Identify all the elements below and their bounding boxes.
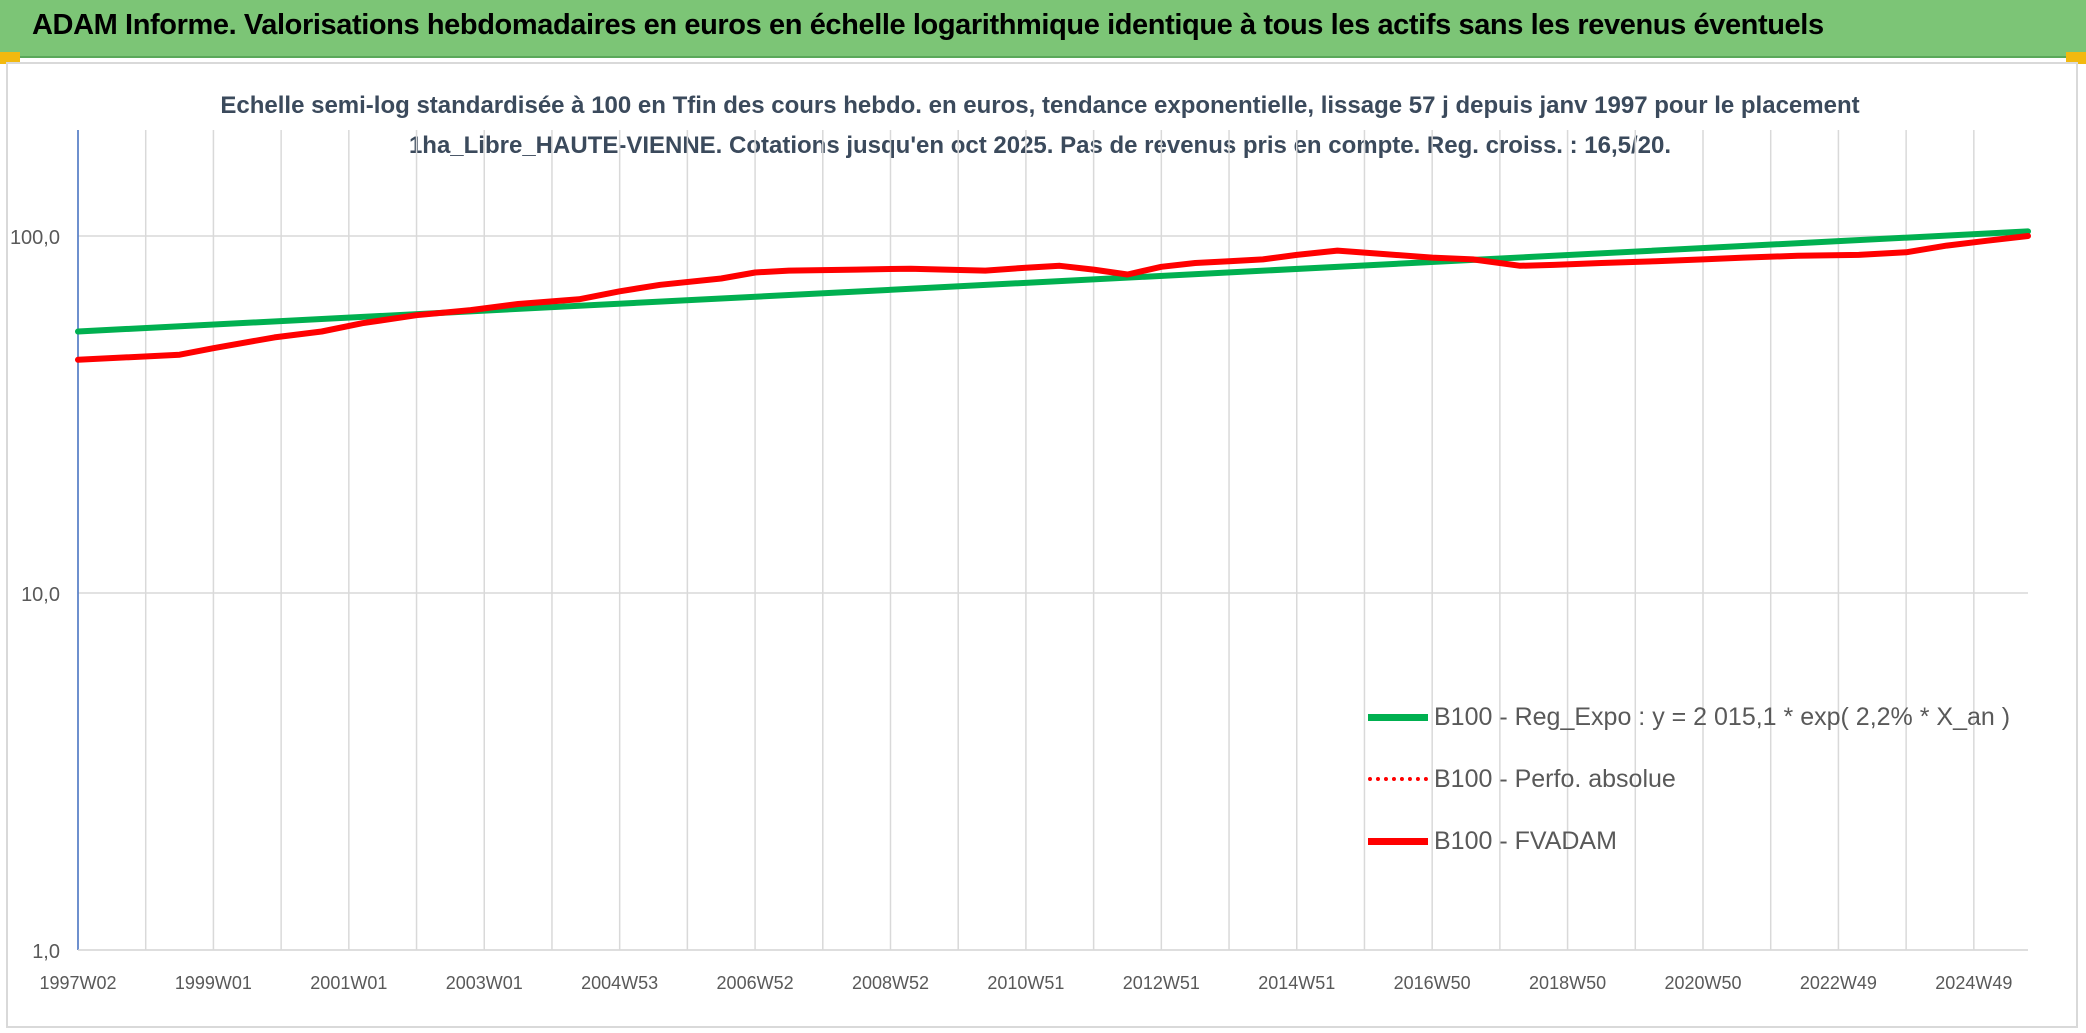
x-tick-label: 1997W02 (39, 973, 116, 993)
legend-swatch-fvadam (1368, 837, 1428, 845)
x-tick-label: 2003W01 (446, 973, 523, 993)
legend-swatch-regression (1368, 713, 1428, 721)
chart-frame (6, 62, 2078, 1028)
regression-line (75, 228, 2031, 335)
x-tick-label: 2018W50 (1529, 973, 1606, 993)
x-tick-label: 2014W51 (1258, 973, 1335, 993)
page-header: ADAM Informe. Valorisations hebdomadaire… (0, 0, 2086, 58)
legend-swatch-perfo-absolue (1368, 777, 1428, 781)
x-tick-label: 2016W50 (1394, 973, 1471, 993)
chart-legend: B100 - Reg_Expo : y = 2 015,1 * exp( 2,2… (1368, 686, 2010, 872)
y-tick-label: 100,0 (10, 227, 60, 249)
page-title: ADAM Informe. Valorisations hebdomadaire… (32, 9, 1824, 41)
x-tick-label: 2020W50 (1664, 973, 1741, 993)
x-tick-label: 2008W52 (852, 973, 929, 993)
x-tick-label: 2024W49 (1935, 973, 2012, 993)
x-tick-label: 2012W51 (1123, 973, 1200, 993)
legend-item-regression: B100 - Reg_Expo : y = 2 015,1 * exp( 2,2… (1368, 686, 2010, 748)
right-corner-marker (2066, 52, 2086, 64)
left-corner-marker (0, 52, 20, 64)
x-tick-label: 2004W53 (581, 973, 658, 993)
fvadam-line (75, 233, 2031, 363)
x-tick-label: 2010W51 (987, 973, 1064, 993)
legend-label-fvadam: B100 - FVADAM (1434, 826, 1617, 855)
x-tick-label: 2006W52 (717, 973, 794, 993)
x-tick-label: 2001W01 (310, 973, 387, 993)
legend-item-perfo-absolue: B100 - Perfo. absolue (1368, 748, 2010, 810)
legend-item-fvadam: B100 - FVADAM (1368, 810, 2010, 872)
legend-label-perfo-absolue: B100 - Perfo. absolue (1434, 764, 1676, 793)
x-tick-label: 1999W01 (175, 973, 252, 993)
y-tick-label: 1,0 (32, 941, 60, 963)
legend-label-regression: B100 - Reg_Expo : y = 2 015,1 * exp( 2,2… (1434, 702, 2011, 731)
y-tick-label: 10,0 (21, 584, 60, 606)
x-tick-label: 2022W49 (1800, 973, 1877, 993)
